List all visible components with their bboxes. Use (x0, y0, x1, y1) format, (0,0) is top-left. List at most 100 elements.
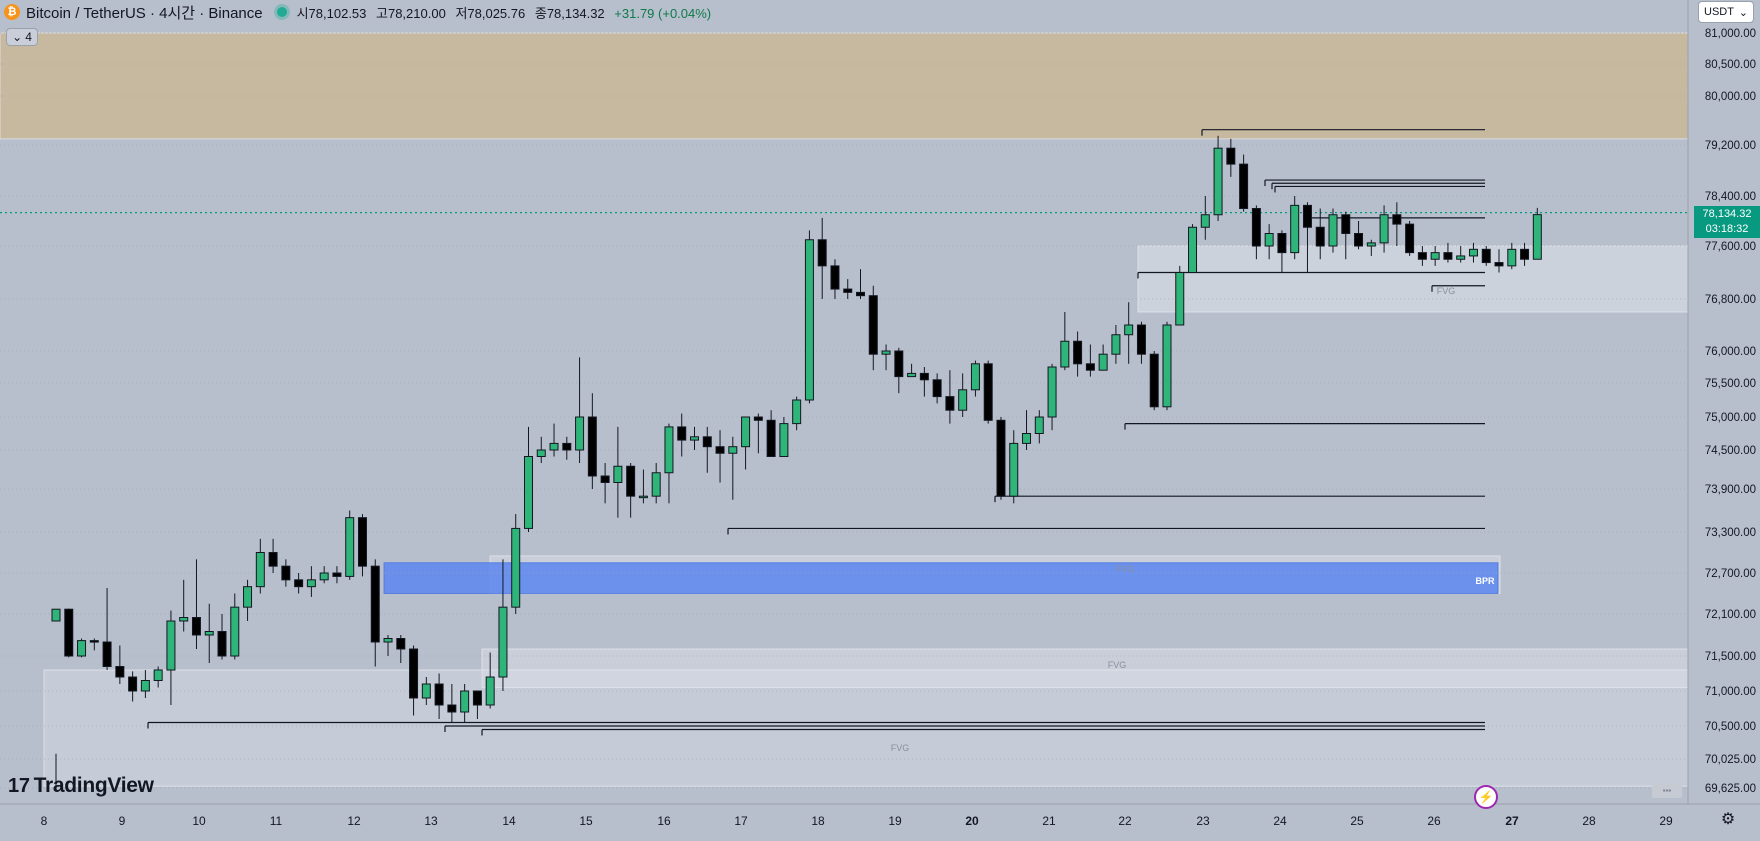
zone-supply_zone (0, 32, 1689, 140)
candle-body (613, 465, 623, 483)
candle (1341, 211, 1351, 260)
candle (1251, 205, 1261, 260)
lightning-icon[interactable]: ⚡ (1474, 785, 1498, 809)
candle-body (421, 683, 431, 699)
candle (728, 436, 738, 500)
candle-body (153, 669, 163, 681)
candle-body (319, 572, 329, 581)
candle (932, 373, 942, 404)
symbol-title[interactable]: Bitcoin / TetherUS · 4시간 · Binance (26, 4, 263, 22)
time-tick-label: 28 (1582, 814, 1596, 828)
candle (1098, 344, 1108, 371)
candle (345, 510, 355, 580)
candle-body (128, 676, 138, 692)
candle-body (306, 579, 316, 588)
candle-body (434, 683, 444, 706)
price-tick-label: 70,025.00 (1705, 754, 1756, 766)
candle-body (1149, 353, 1159, 408)
candle (804, 230, 814, 404)
candle (945, 370, 955, 424)
candle (677, 413, 687, 457)
candle-body (89, 640, 99, 643)
price-tick-label: 69,625.00 (1705, 783, 1756, 795)
fvg-label: FVG (1108, 660, 1127, 670)
tv-logo-icon: 17 (8, 774, 30, 797)
candle (1162, 321, 1172, 411)
candle (396, 635, 406, 663)
candle (817, 217, 827, 299)
candle-body (1085, 363, 1095, 371)
candle-body (1443, 252, 1453, 260)
candle-body (1226, 147, 1236, 165)
candle (281, 559, 291, 587)
candle (1328, 208, 1338, 253)
time-tick-label: 26 (1427, 814, 1441, 828)
candle-body (1290, 204, 1300, 254)
candle-body (1239, 163, 1249, 209)
candle (600, 463, 610, 504)
currency-select[interactable]: USDT ⌄ (1698, 1, 1754, 23)
tradingview-logo[interactable]: 17 TradingView (8, 774, 154, 798)
price-tick-label: 76,800.00 (1705, 294, 1756, 306)
time-tick-label: 21 (1042, 814, 1056, 828)
chevron-down-icon: ⌄ (12, 30, 23, 44)
labels-layer: FVG FVG FVG FVG BPR (891, 286, 1495, 753)
candle-body (753, 416, 763, 421)
price-tick-label: 72,700.00 (1705, 568, 1756, 580)
indicator-toggle-button[interactable]: ⌄ 4 (6, 28, 38, 46)
candle-body (1098, 353, 1108, 371)
time-tick-label: 8 (41, 814, 48, 828)
candle (983, 360, 993, 424)
candle-body (549, 442, 559, 451)
indicator-count: 4 (25, 30, 32, 44)
candle (51, 608, 61, 787)
fvg-label: FVG (1116, 564, 1135, 574)
candle (1124, 302, 1134, 364)
candle (626, 463, 636, 518)
time-tick-label: 14 (502, 814, 516, 828)
high-value: 고78,210.00 (376, 5, 446, 21)
candles-layer (51, 135, 1542, 787)
candle (970, 360, 980, 397)
candle-body (1111, 334, 1121, 355)
market-open-icon (276, 7, 287, 17)
candle (1532, 207, 1542, 260)
timezone-badge-icon[interactable]: ▪▪▪ (1652, 784, 1682, 798)
candle (715, 430, 725, 483)
candle-body (1200, 214, 1210, 228)
candle-body (651, 472, 661, 497)
candle (523, 426, 533, 532)
candle (575, 357, 585, 463)
time-tick-label: 20 (965, 814, 979, 828)
close-value: 종78,134.32 (534, 5, 605, 21)
candle-body (881, 350, 891, 355)
price-tick-label: 78,400.00 (1705, 191, 1756, 203)
candle-body (1034, 416, 1044, 434)
candle-body (472, 690, 482, 706)
candle-body (230, 606, 240, 657)
candle (1277, 230, 1287, 273)
zone-bpr (383, 562, 1499, 594)
time-tick-label: 22 (1118, 814, 1132, 828)
candle-body (332, 572, 342, 577)
candle-body (1507, 248, 1517, 267)
candle-body (1392, 214, 1402, 225)
time-tick-label: 23 (1196, 814, 1210, 828)
price-tick-label: 72,100.00 (1705, 609, 1756, 621)
candle-body (626, 465, 636, 497)
bar-countdown: 03:18:32 (1705, 223, 1749, 235)
candle (1034, 410, 1044, 444)
candle (115, 645, 125, 684)
candle-body (728, 446, 738, 454)
candle-body (638, 495, 648, 499)
candle-body (779, 423, 789, 458)
candle (204, 603, 214, 663)
candle-body (1213, 147, 1223, 216)
candle (434, 673, 444, 719)
gear-icon[interactable]: ⚙ (1720, 811, 1736, 828)
candle-body (370, 565, 380, 643)
chevron-down-icon: ⌄ (1738, 6, 1748, 19)
candle (1149, 351, 1159, 411)
